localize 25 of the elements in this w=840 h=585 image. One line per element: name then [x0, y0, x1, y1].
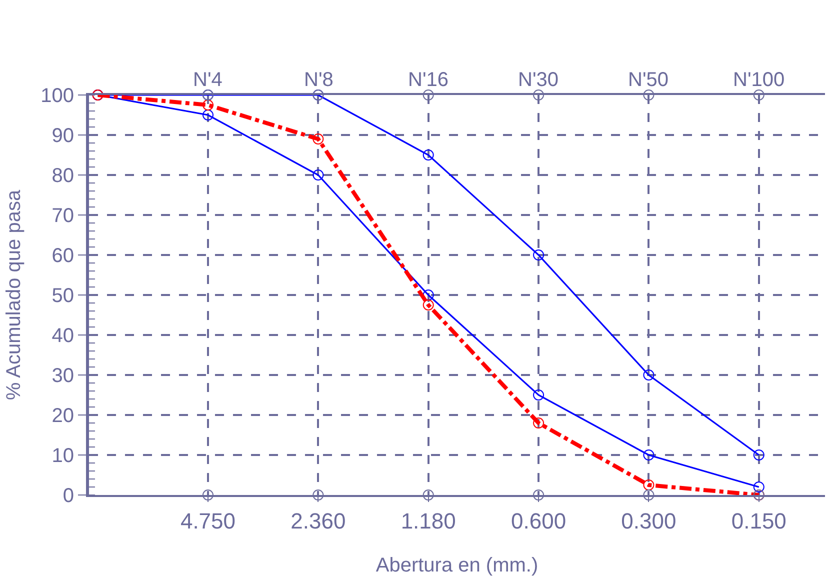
y-tick-label: 90	[52, 125, 74, 147]
x-tick-label: 0.300	[621, 508, 676, 534]
y-tick-label: 10	[52, 445, 74, 467]
x-tick-label: 0.600	[511, 508, 566, 534]
y-tick-label: 80	[52, 165, 74, 187]
y-tick-label: 40	[52, 325, 74, 347]
y-tick-label: 70	[52, 205, 74, 227]
x-axis-title: Abertura en (mm.)	[376, 554, 538, 576]
annotation: N'4	[193, 69, 222, 91]
y-tick-label: 50	[52, 285, 74, 307]
annotation: N'16	[408, 69, 449, 91]
x-tick-label: 4.750	[180, 508, 236, 534]
y-tick-label: 30	[52, 365, 74, 387]
x-tick-label: 0.150	[731, 508, 786, 534]
annotation: N'100	[733, 69, 785, 91]
y-tick-label: 20	[52, 405, 74, 427]
y-axis-title: % Acumulado que pasa	[3, 189, 26, 400]
y-tick-label: 100	[40, 85, 74, 107]
x-tick-label: 2.360	[290, 508, 346, 534]
annotation: N'50	[628, 69, 669, 91]
y-tick-label: 60	[52, 245, 74, 267]
y-tick-label: 0	[62, 485, 74, 507]
x-tick-label: 1.180	[400, 508, 456, 534]
annotation: N'30	[518, 69, 559, 91]
annotation: N'8	[304, 69, 334, 91]
